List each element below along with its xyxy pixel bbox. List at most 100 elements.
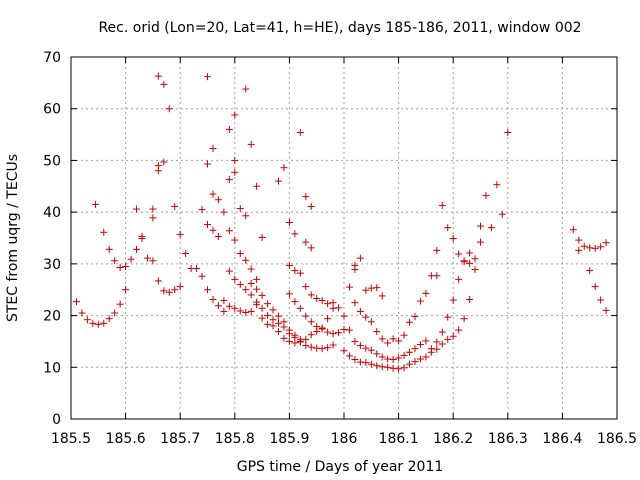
data-point — [389, 356, 397, 364]
data-point — [433, 246, 441, 254]
data-point — [313, 295, 321, 303]
data-point — [105, 245, 113, 253]
data-point — [165, 288, 173, 296]
data-point — [231, 156, 239, 164]
data-point — [406, 348, 414, 356]
data-point — [449, 235, 457, 243]
data-point — [493, 181, 501, 189]
data-point — [449, 296, 457, 304]
data-point — [220, 297, 228, 305]
data-point — [296, 338, 304, 346]
data-point — [455, 250, 463, 258]
data-point — [274, 312, 282, 320]
data-point — [378, 335, 386, 343]
data-point — [351, 261, 359, 269]
data-point — [466, 259, 474, 267]
data-point — [302, 238, 310, 246]
data-point — [242, 286, 250, 294]
y-tick-label: 60 — [43, 102, 61, 118]
data-point — [242, 85, 250, 93]
data-point — [411, 358, 419, 366]
data-point — [274, 177, 282, 185]
data-point — [264, 300, 272, 308]
data-point — [269, 316, 277, 324]
data-point — [176, 283, 184, 291]
data-point — [498, 210, 506, 218]
data-point — [296, 269, 304, 277]
data-point — [569, 226, 577, 234]
data-point — [351, 337, 359, 345]
data-point — [149, 257, 157, 265]
data-point — [285, 261, 293, 269]
data-point — [78, 309, 86, 317]
data-point — [591, 283, 599, 291]
data-point — [400, 331, 408, 339]
data-point — [384, 363, 392, 371]
data-point — [427, 348, 435, 356]
data-point — [204, 221, 211, 229]
data-point — [395, 337, 403, 345]
data-point — [362, 344, 370, 352]
data-point — [204, 73, 211, 81]
y-axis-label: STEC from uqrg / TECUs — [5, 154, 21, 322]
data-point — [264, 320, 272, 328]
data-point — [253, 285, 261, 293]
data-point — [444, 313, 452, 321]
data-point — [291, 230, 299, 238]
data-point — [291, 339, 299, 347]
data-point — [264, 312, 272, 320]
data-point — [225, 227, 233, 235]
x-tick-label: 185.7 — [160, 431, 200, 447]
data-point — [83, 316, 91, 324]
data-point — [307, 291, 315, 299]
y-tick-label: 50 — [43, 153, 61, 169]
data-point — [160, 287, 168, 295]
data-point — [373, 328, 381, 336]
data-point — [214, 232, 222, 240]
data-point — [597, 243, 605, 251]
data-point — [225, 302, 233, 310]
data-point — [171, 202, 179, 210]
data-point — [274, 319, 282, 327]
data-point — [247, 140, 255, 148]
data-point — [313, 344, 321, 352]
x-tick-label: 185.6 — [106, 431, 146, 447]
data-point — [72, 298, 80, 306]
data-point — [122, 262, 130, 270]
data-point — [329, 330, 337, 338]
data-point — [291, 267, 299, 275]
data-point — [580, 242, 588, 250]
y-tick-label: 30 — [43, 257, 61, 273]
data-point — [356, 254, 364, 262]
data-point — [378, 292, 386, 300]
data-point — [477, 238, 484, 246]
data-point — [100, 228, 108, 236]
data-point — [100, 319, 108, 327]
data-point — [225, 267, 233, 275]
data-point — [335, 304, 343, 312]
data-point — [373, 350, 381, 358]
data-point — [127, 255, 135, 263]
data-point — [209, 226, 217, 234]
data-point — [367, 318, 375, 326]
data-point — [122, 286, 130, 294]
data-point — [335, 329, 343, 337]
data-point — [307, 343, 315, 351]
data-point — [247, 265, 255, 273]
data-point — [307, 202, 315, 210]
data-point — [324, 315, 332, 323]
data-point — [422, 337, 430, 345]
y-tick-label: 0 — [52, 412, 61, 428]
data-point — [231, 236, 239, 244]
x-axis-label: GPS time / Days of year 2011 — [237, 459, 444, 475]
data-point — [373, 362, 381, 370]
data-point — [258, 291, 266, 299]
data-point — [307, 244, 315, 252]
y-tick-label: 70 — [43, 50, 61, 66]
data-point — [362, 286, 370, 294]
data-point — [433, 338, 441, 346]
data-point — [236, 205, 244, 213]
data-point — [400, 351, 408, 359]
data-point — [269, 322, 277, 330]
data-point — [602, 239, 610, 247]
